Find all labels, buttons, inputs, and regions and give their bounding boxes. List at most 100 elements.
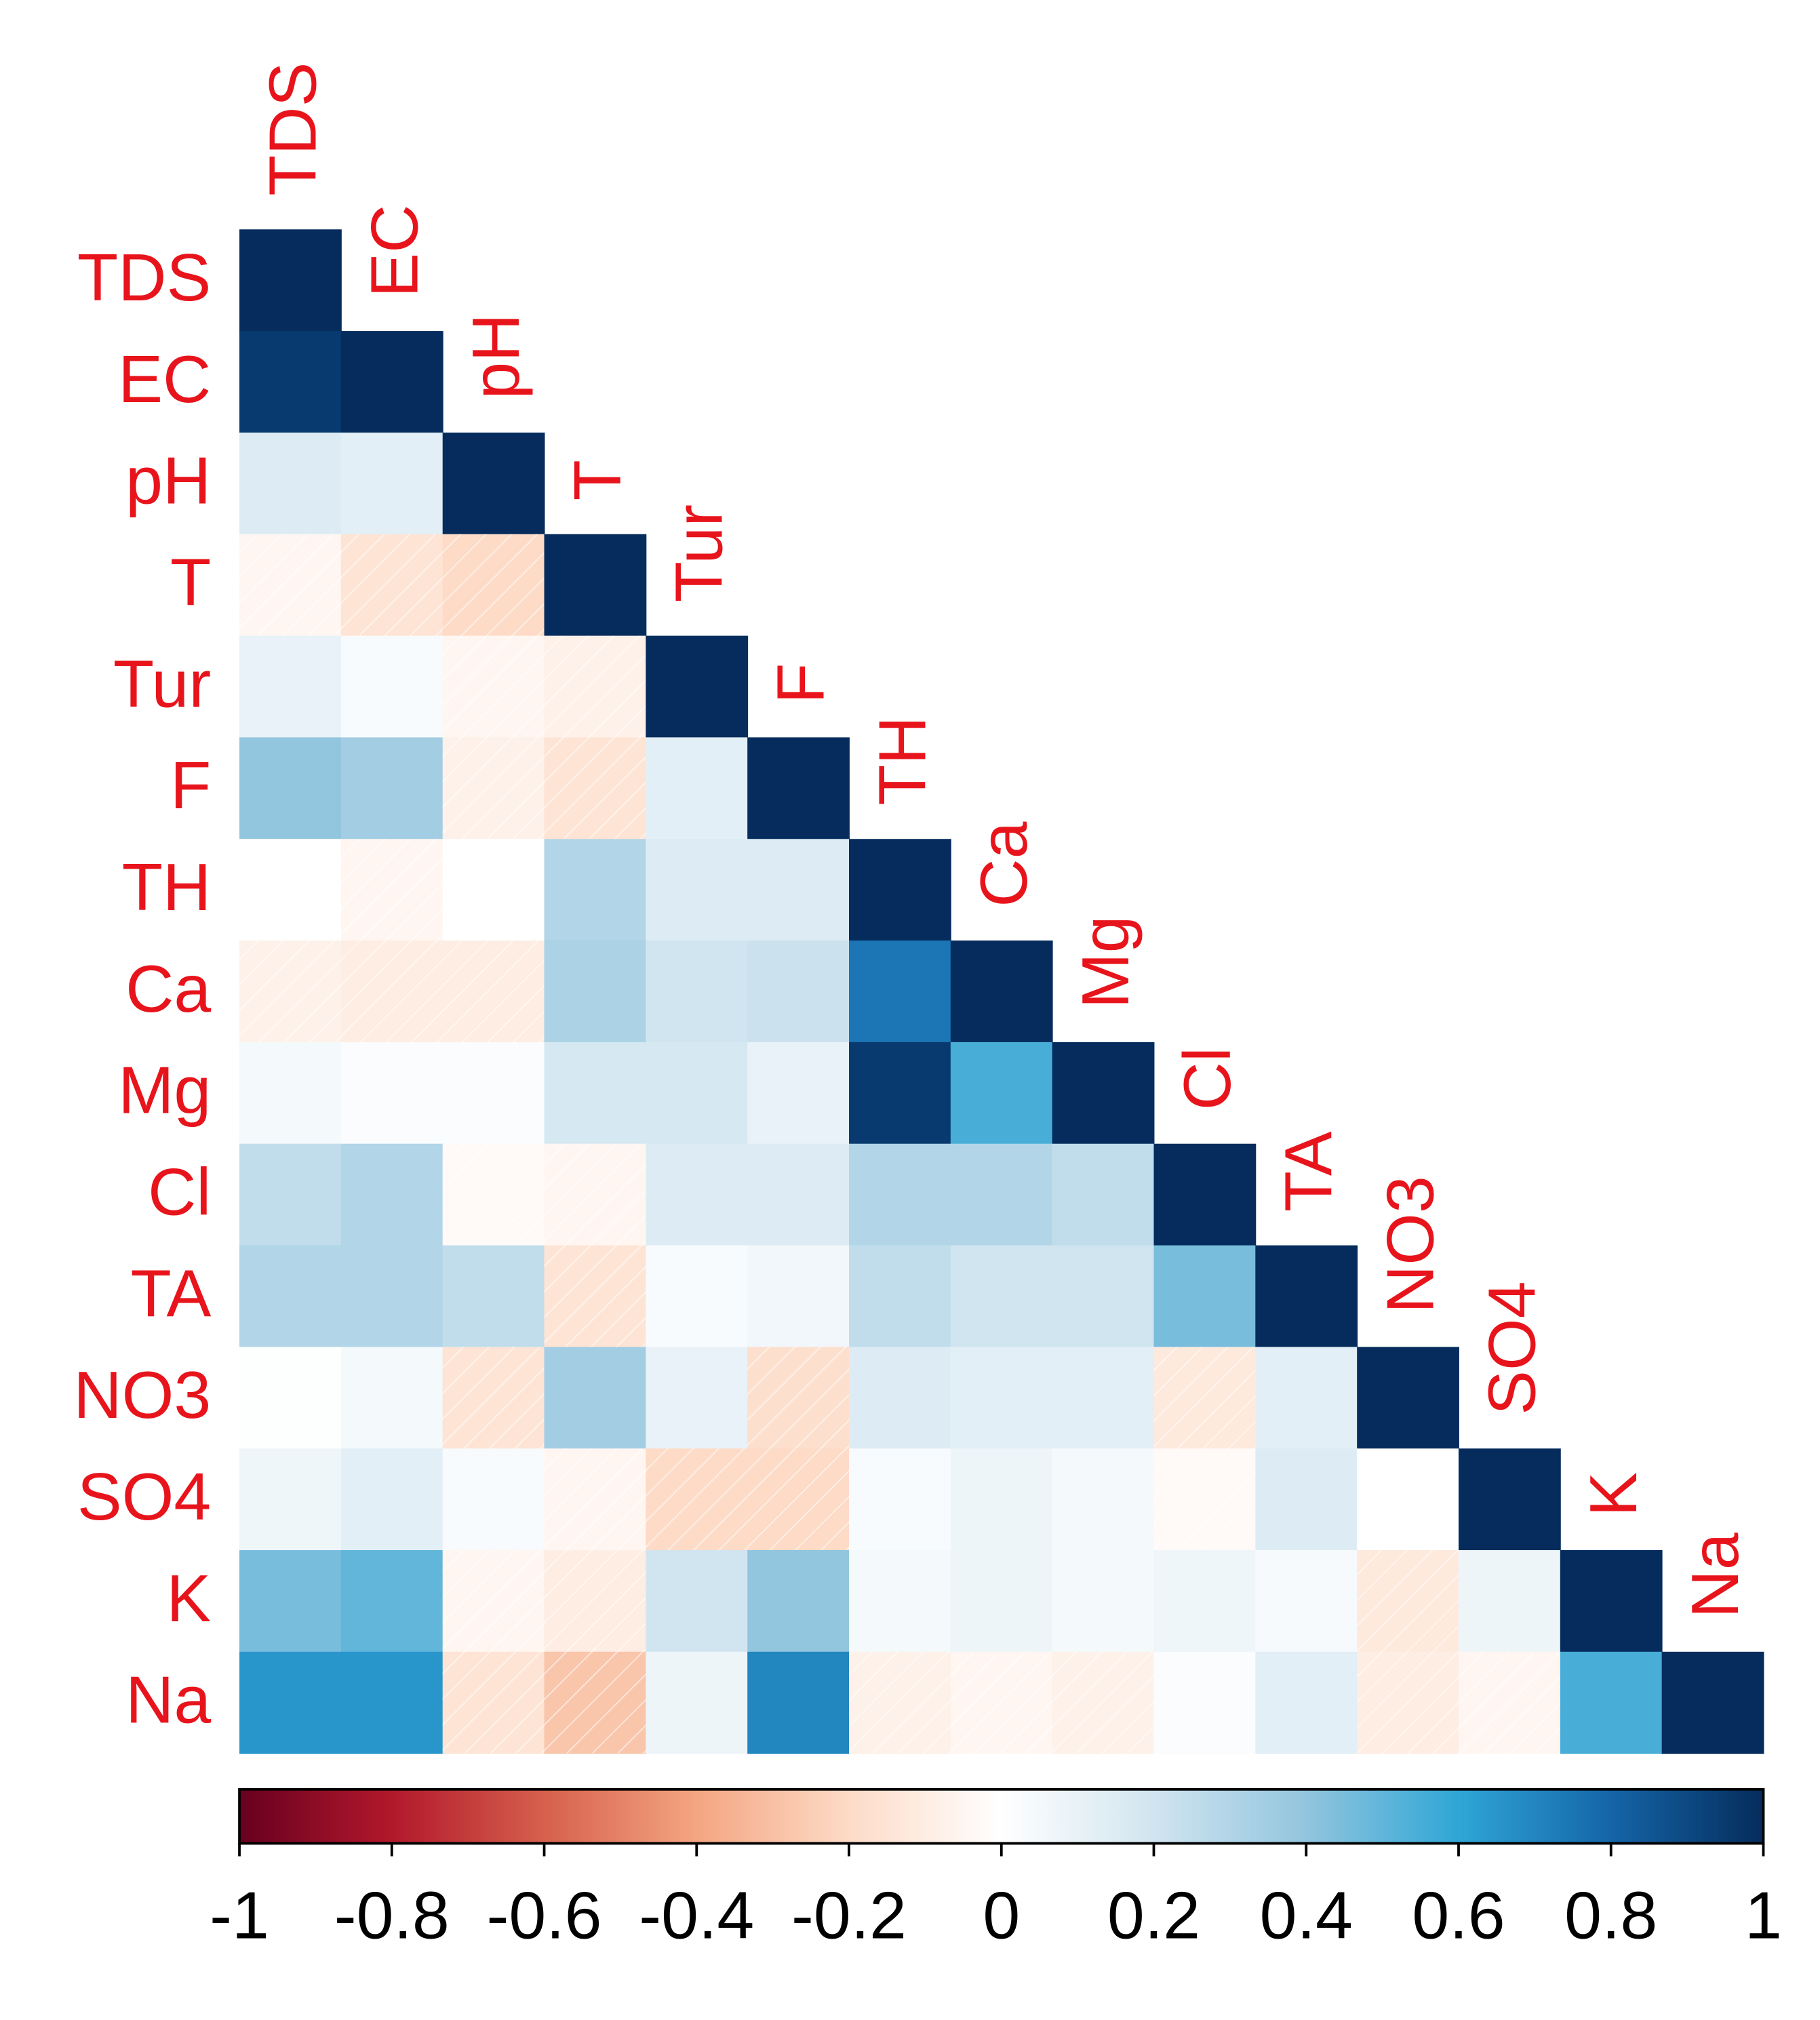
colorbar-tick-label: 0.2 xyxy=(1107,1878,1200,1953)
colorbar-tick-label: -0.6 xyxy=(487,1878,602,1953)
cell xyxy=(1255,1245,1358,1348)
cell xyxy=(544,940,647,1043)
cell xyxy=(340,1651,443,1754)
colorbar-tick-label: -0.4 xyxy=(639,1878,754,1953)
negative-hatch xyxy=(442,1347,545,1449)
cell xyxy=(646,1042,749,1145)
row-label: NO3 xyxy=(73,1358,211,1432)
cell xyxy=(340,1448,443,1551)
column-label: TH xyxy=(865,716,939,806)
cell xyxy=(747,737,850,840)
cell xyxy=(849,1245,951,1348)
negative-hatch xyxy=(442,1651,545,1754)
cell xyxy=(340,737,443,840)
negative-hatch xyxy=(239,534,341,636)
column-label: Na xyxy=(1678,1532,1752,1618)
cell xyxy=(239,737,342,840)
column-label: Mg xyxy=(1068,915,1143,1008)
cell xyxy=(849,1550,951,1652)
negative-hatch xyxy=(544,1448,646,1551)
colorbar xyxy=(238,1787,1765,1845)
row-label: Cl xyxy=(148,1155,211,1229)
negative-hatch xyxy=(544,1245,646,1347)
cell xyxy=(1458,1550,1561,1652)
cell xyxy=(1052,1448,1155,1551)
cell xyxy=(340,1550,443,1652)
cell xyxy=(1255,1347,1358,1450)
column-label: T xyxy=(560,460,635,500)
negative-hatch xyxy=(442,1143,545,1246)
row-label: EC xyxy=(118,342,211,416)
cell xyxy=(1052,1245,1155,1348)
negative-hatch xyxy=(849,1651,951,1754)
cell xyxy=(340,635,443,738)
cell xyxy=(1052,1042,1155,1145)
negative-hatch xyxy=(544,635,646,738)
colorbar-tick-label: 1 xyxy=(1745,1878,1782,1953)
negative-hatch xyxy=(544,1143,646,1246)
colorbar-tick-label: 0.4 xyxy=(1260,1878,1353,1953)
cell xyxy=(1560,1550,1663,1652)
row-label: T xyxy=(170,545,211,620)
cell xyxy=(747,839,850,942)
cell xyxy=(442,1245,545,1348)
cell xyxy=(950,1347,1053,1450)
cell xyxy=(950,940,1053,1043)
column-label: Ca xyxy=(966,821,1041,907)
negative-hatch xyxy=(442,737,545,839)
negative-hatch xyxy=(646,1448,748,1551)
cell xyxy=(544,1347,647,1450)
cell xyxy=(340,331,443,433)
cell xyxy=(849,839,951,942)
column-label: F xyxy=(764,663,838,704)
colorbar-tick-label: 0.6 xyxy=(1412,1878,1505,1953)
cell xyxy=(1458,1448,1561,1551)
cell xyxy=(340,1245,443,1348)
cell xyxy=(950,1448,1053,1551)
row-label: pH xyxy=(125,443,211,518)
column-label: SO4 xyxy=(1474,1281,1549,1414)
cell xyxy=(646,1143,749,1246)
colorbar-tick-label: -0.2 xyxy=(791,1878,907,1953)
column-label: K xyxy=(1576,1472,1650,1517)
cell xyxy=(950,1550,1053,1652)
row-label: Mg xyxy=(118,1053,211,1128)
column-label: EC xyxy=(357,205,431,298)
cell xyxy=(340,1143,443,1246)
cell xyxy=(1357,1347,1459,1450)
cell xyxy=(747,1245,850,1348)
cell xyxy=(1052,1347,1155,1450)
cell xyxy=(1255,1448,1358,1551)
negative-hatch xyxy=(340,534,443,636)
column-label: pH xyxy=(458,313,533,399)
cell xyxy=(239,1448,342,1551)
cell xyxy=(747,1042,850,1145)
cell xyxy=(950,1245,1053,1348)
cell xyxy=(340,1347,443,1450)
cell xyxy=(1052,1550,1155,1652)
cell xyxy=(849,1042,951,1145)
column-label: NO3 xyxy=(1373,1176,1448,1313)
cell xyxy=(950,1042,1053,1145)
cell xyxy=(239,1651,342,1754)
colorbar-tick-label: -1 xyxy=(210,1878,269,1953)
cell xyxy=(1153,1245,1257,1348)
cell xyxy=(646,839,749,942)
cell xyxy=(646,1245,749,1348)
column-label: TDS xyxy=(255,62,330,196)
negative-hatch xyxy=(340,940,443,1042)
row-label: Tur xyxy=(113,646,211,721)
row-label: SO4 xyxy=(77,1459,211,1534)
negative-hatch xyxy=(950,1651,1052,1754)
cell xyxy=(544,1042,647,1145)
cell xyxy=(239,1550,342,1652)
cell xyxy=(747,940,850,1043)
negative-hatch xyxy=(442,534,545,636)
row-label: K xyxy=(166,1561,211,1636)
cell xyxy=(1560,1651,1663,1754)
negative-hatch xyxy=(1458,1651,1560,1754)
cell xyxy=(646,737,749,840)
cell xyxy=(646,1347,749,1450)
cell xyxy=(849,1347,951,1450)
